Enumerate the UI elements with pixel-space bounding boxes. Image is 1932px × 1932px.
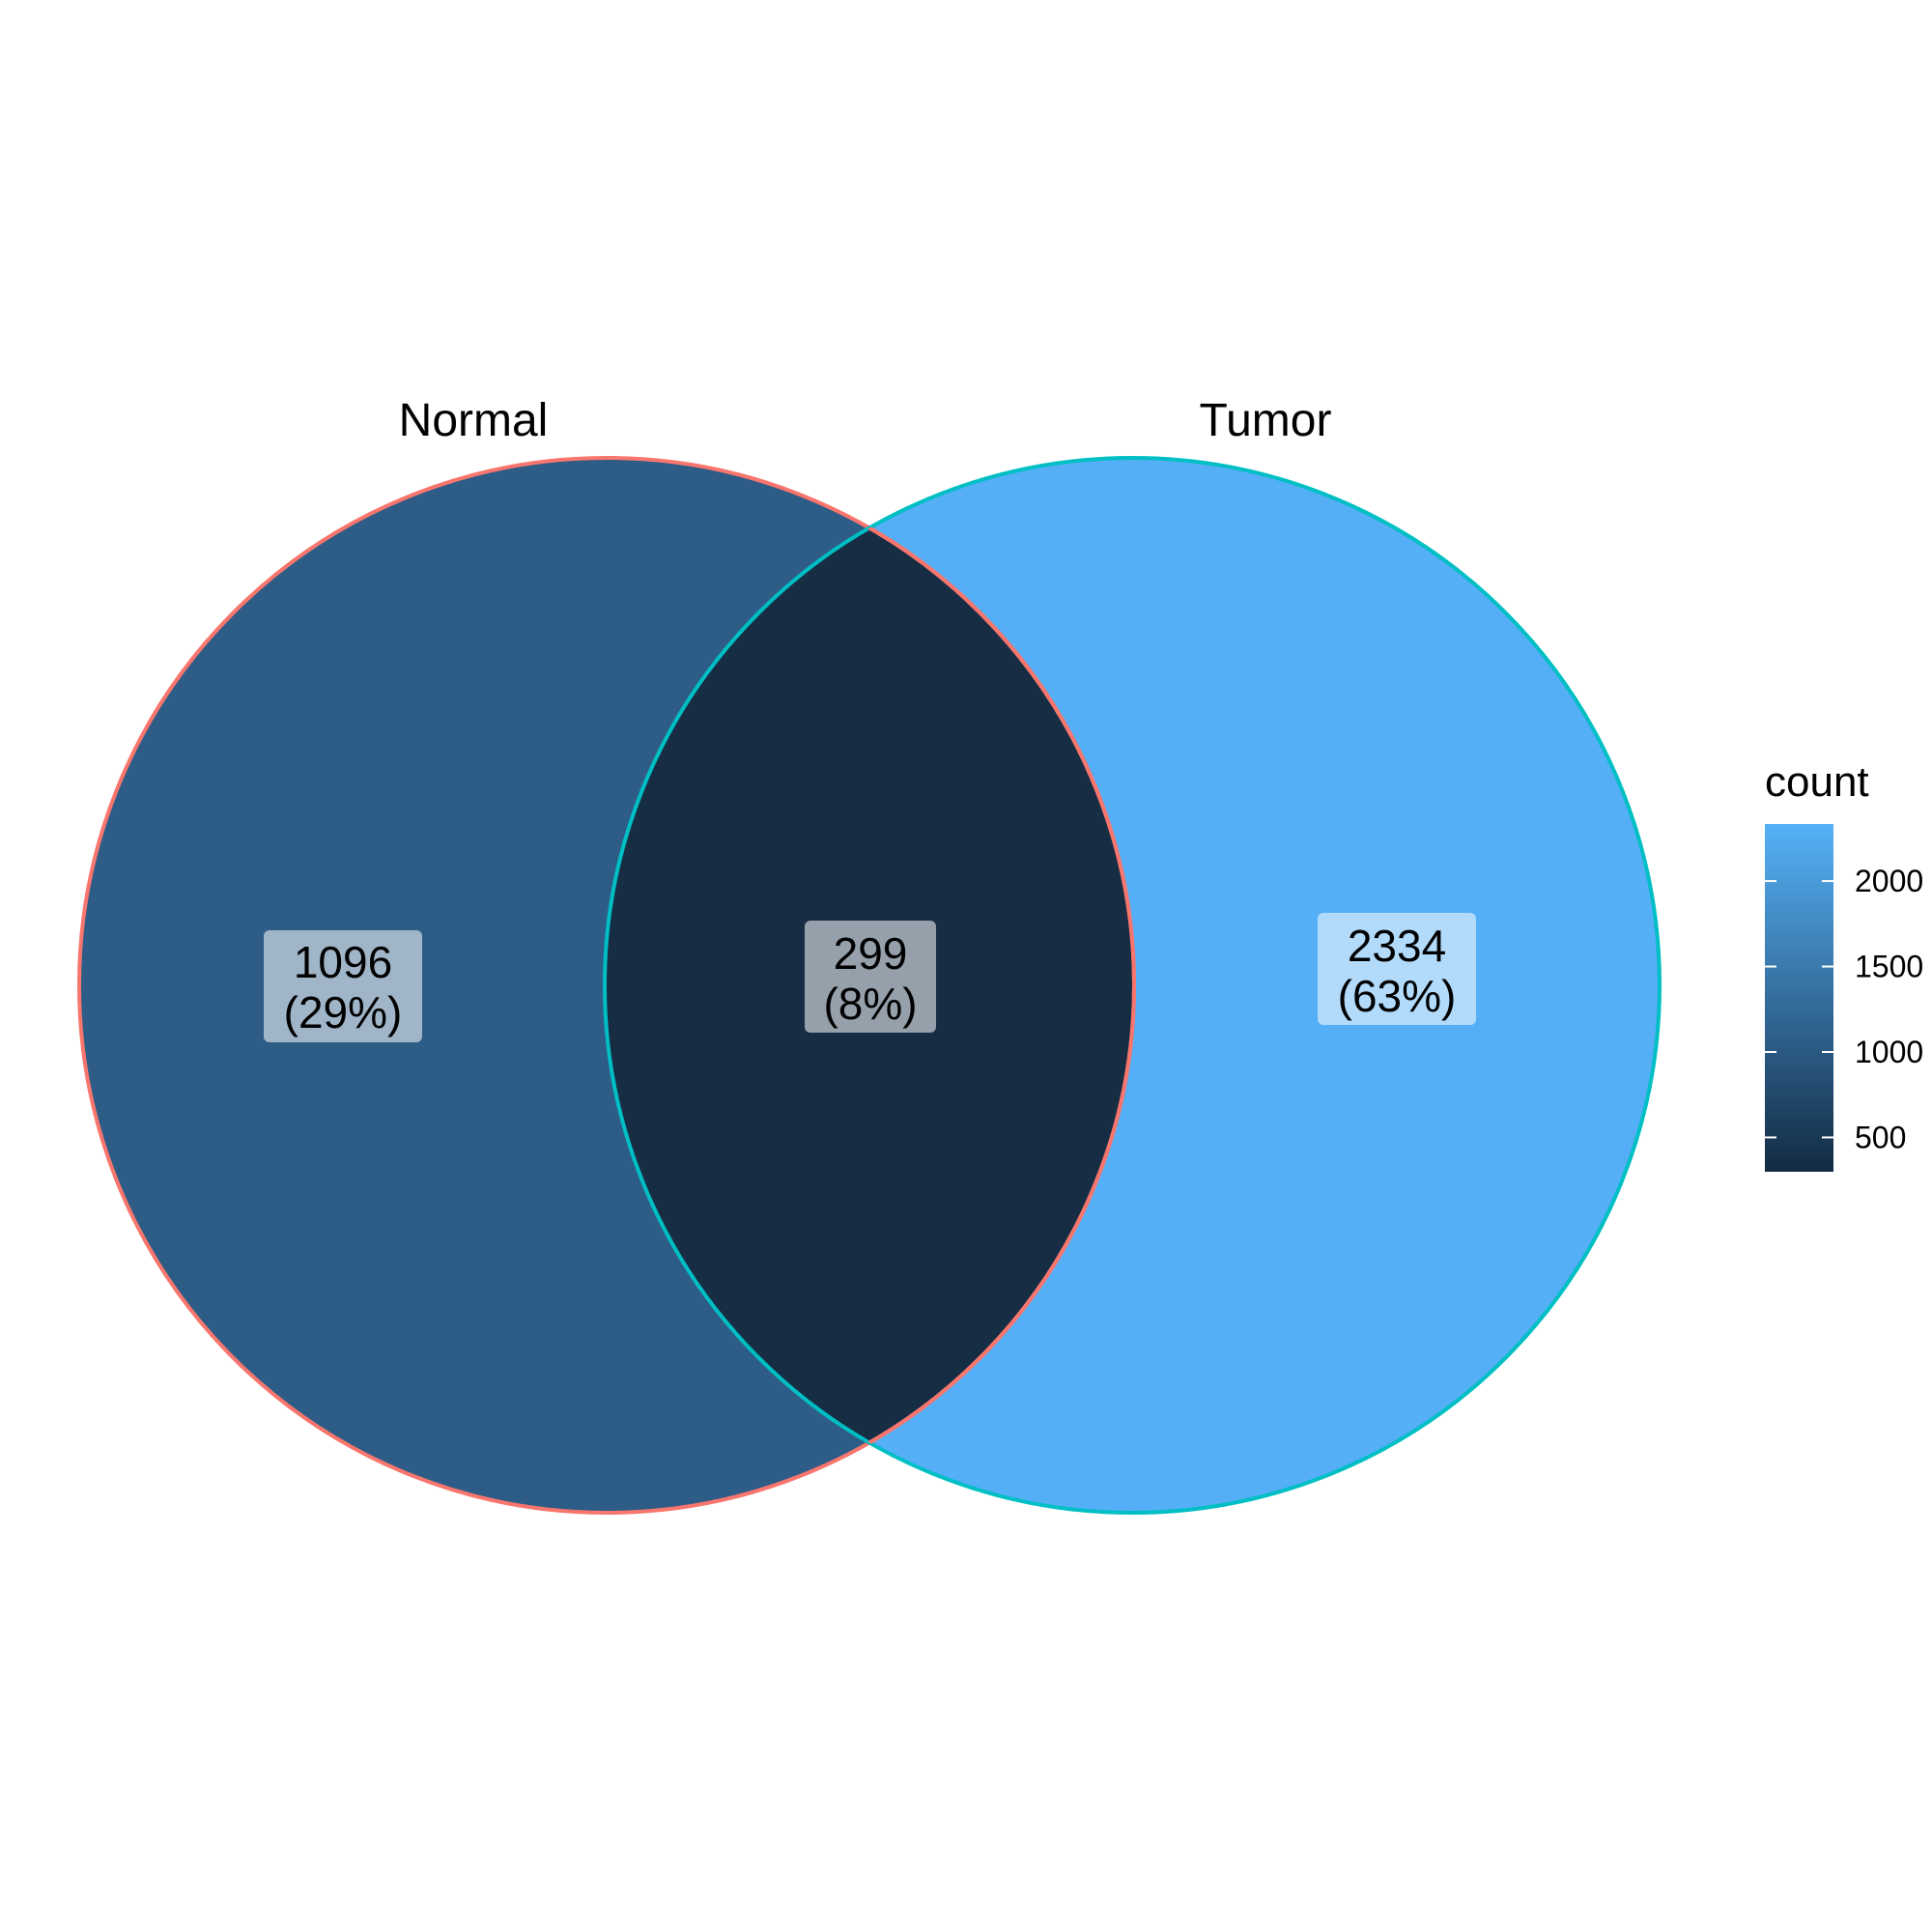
region-count: 1096 bbox=[294, 937, 392, 987]
region-label-intersection: 299 (8%) bbox=[805, 921, 936, 1033]
legend-tick-label: 500 bbox=[1855, 1120, 1906, 1154]
region-label-box bbox=[805, 921, 936, 1033]
legend-tick-label: 1000 bbox=[1855, 1035, 1923, 1069]
region-percent: (63%) bbox=[1338, 971, 1457, 1021]
set-label-tumor: Tumor bbox=[1200, 395, 1332, 446]
region-percent: (29%) bbox=[284, 987, 403, 1037]
normal-outline-inner-arc bbox=[605, 458, 1136, 1513]
legend: count 500 1000 1500 2000 bbox=[1765, 758, 1923, 1172]
region-label-tumor-only: 2334 (63%) bbox=[1318, 913, 1476, 1025]
region-label-normal-only: 1096 (29%) bbox=[264, 930, 422, 1042]
legend-title: count bbox=[1765, 758, 1869, 806]
region-count: 2334 bbox=[1348, 921, 1446, 971]
region-label-box bbox=[264, 930, 422, 1042]
set-label-normal: Normal bbox=[399, 395, 549, 446]
region-label-box bbox=[1318, 913, 1476, 1025]
region-count: 299 bbox=[834, 928, 908, 979]
legend-colorbar bbox=[1765, 824, 1833, 1172]
legend-ticks: 500 1000 1500 2000 bbox=[1765, 864, 1923, 1154]
legend-tick-label: 2000 bbox=[1855, 864, 1923, 898]
legend-tick-label: 1500 bbox=[1855, 950, 1923, 984]
region-percent: (8%) bbox=[823, 979, 917, 1029]
tumor-set-outline bbox=[603, 456, 1662, 1515]
